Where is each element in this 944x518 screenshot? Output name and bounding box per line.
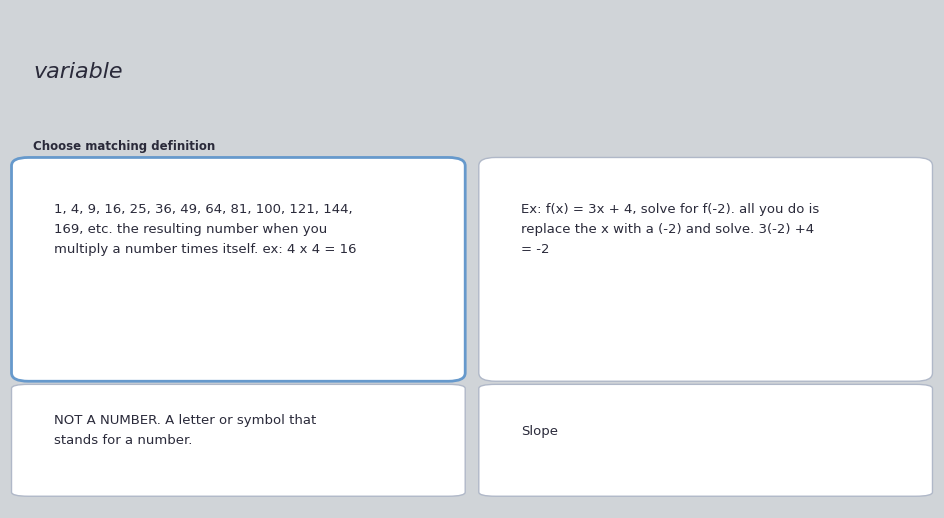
FancyBboxPatch shape (11, 384, 465, 496)
Text: 1, 4, 9, 16, 25, 36, 49, 64, 81, 100, 121, 144,
169, etc. the resulting number w: 1, 4, 9, 16, 25, 36, 49, 64, 81, 100, 12… (54, 203, 356, 256)
Text: variable: variable (33, 62, 123, 82)
FancyBboxPatch shape (11, 157, 465, 381)
FancyBboxPatch shape (479, 157, 933, 381)
Text: Choose matching definition: Choose matching definition (33, 140, 215, 153)
Text: Ex: f(x) = 3x + 4, solve for f(-2). all you do is
replace the x with a (-2) and : Ex: f(x) = 3x + 4, solve for f(-2). all … (521, 203, 819, 256)
Text: NOT A NUMBER. A letter or symbol that
stands for a number.: NOT A NUMBER. A letter or symbol that st… (54, 414, 316, 448)
FancyBboxPatch shape (479, 384, 933, 496)
Text: Slope: Slope (521, 425, 558, 438)
